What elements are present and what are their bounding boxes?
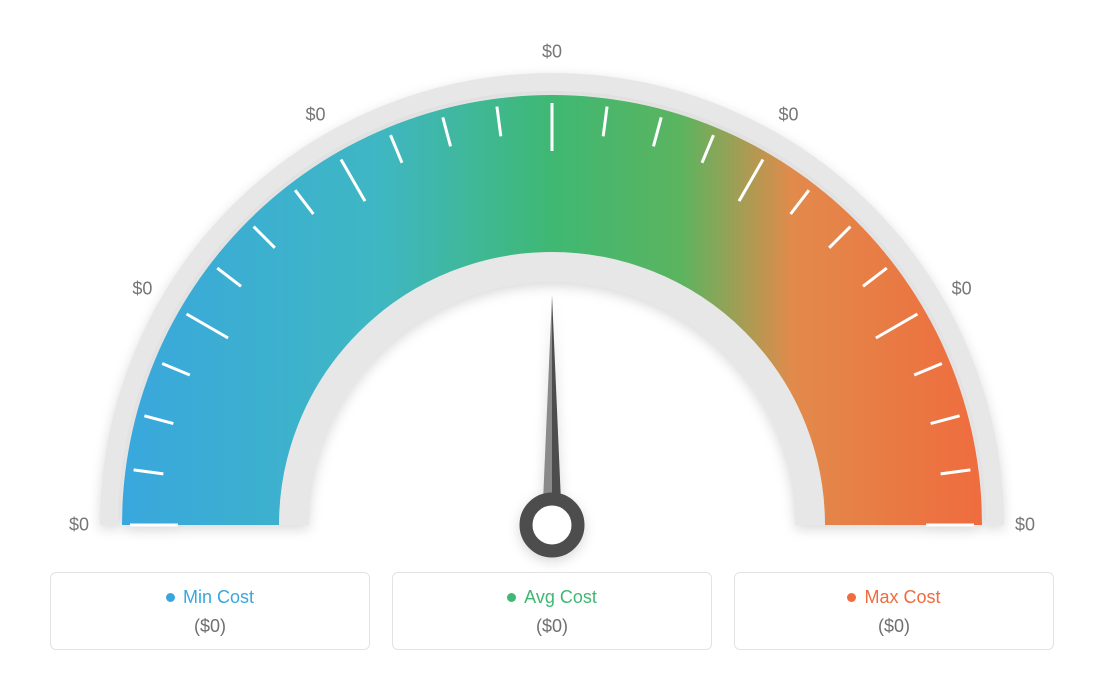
- legend-min: Min Cost ($0): [50, 572, 370, 650]
- gauge-tick-label: $0: [132, 278, 152, 299]
- gauge-tick-label: $0: [305, 105, 325, 126]
- legend-avg-label: Avg Cost: [524, 587, 597, 608]
- legend-max: Max Cost ($0): [734, 572, 1054, 650]
- legend-row: Min Cost ($0) Avg Cost ($0) Max Cost ($0…: [0, 572, 1104, 650]
- cost-gauge: [52, 20, 1052, 580]
- legend-max-label: Max Cost: [864, 587, 940, 608]
- gauge-tick-label: $0: [778, 105, 798, 126]
- legend-min-label: Min Cost: [183, 587, 254, 608]
- legend-min-title: Min Cost: [166, 587, 254, 608]
- legend-avg: Avg Cost ($0): [392, 572, 712, 650]
- gauge-tick-label: $0: [1015, 515, 1035, 536]
- legend-avg-dot: [507, 593, 516, 602]
- legend-max-title: Max Cost: [847, 587, 940, 608]
- legend-avg-value: ($0): [403, 616, 701, 637]
- legend-min-dot: [166, 593, 175, 602]
- legend-min-value: ($0): [61, 616, 359, 637]
- legend-max-dot: [847, 593, 856, 602]
- legend-avg-title: Avg Cost: [507, 587, 597, 608]
- gauge-tick-label: $0: [69, 515, 89, 536]
- legend-max-value: ($0): [745, 616, 1043, 637]
- gauge-tick-label: $0: [542, 42, 562, 63]
- gauge-container: $0 $0 $0 $0 $0 $0 $0: [52, 20, 1052, 580]
- gauge-tick-label: $0: [952, 278, 972, 299]
